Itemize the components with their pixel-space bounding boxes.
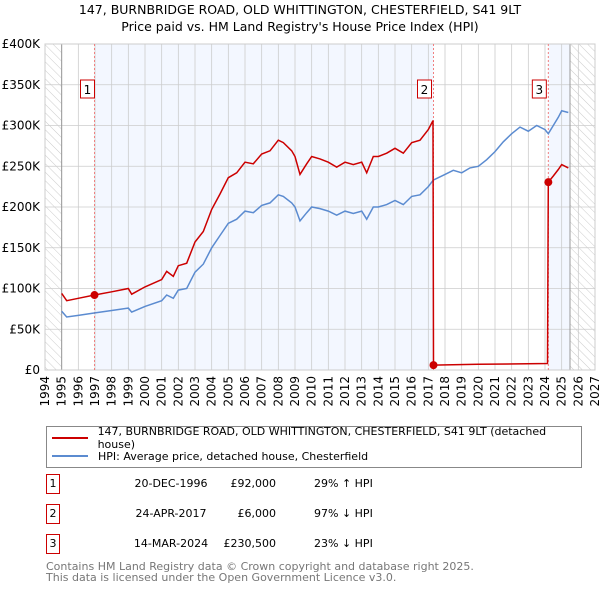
x-tick-label: 1997 <box>88 376 102 407</box>
x-tick-label: 2003 <box>188 376 202 407</box>
x-tick-label: 1998 <box>105 376 119 407</box>
y-tick-label: £400K <box>2 37 42 51</box>
footer-licence: This data is licensed under the Open Gov… <box>46 571 397 584</box>
x-tick-label: 2017 <box>421 376 435 407</box>
sale-price: £6,000 <box>237 507 277 520</box>
legend: 147, BURNBRIDGE ROAD, OLD WHITTINGTON, C… <box>46 425 582 468</box>
legend-item-property: 147, BURNBRIDGE ROAD, OLD WHITTINGTON, C… <box>47 425 581 451</box>
x-tick-label: 2002 <box>171 376 185 407</box>
chart-subtitle: Price paid vs. HM Land Registry's House … <box>121 19 478 34</box>
x-tick-label: 2027 <box>588 376 600 407</box>
sale-label: 1 <box>84 83 92 97</box>
sale-price: £92,000 <box>230 477 277 490</box>
legend-label: HPI: Average price, detached house, Ches… <box>98 449 369 463</box>
x-tick-label: 2022 <box>505 376 519 407</box>
sale-hpi-diff: 23% ↓ HPI <box>314 537 373 550</box>
y-tick-label: £100K <box>2 282 42 296</box>
x-tick-label: 2023 <box>521 376 535 407</box>
sale-price: £230,500 <box>223 537 277 550</box>
x-tick-label: 2005 <box>221 376 235 407</box>
x-tick-label: 2006 <box>238 376 252 407</box>
red-line-swatch <box>52 437 88 439</box>
hpi-line <box>61 109 569 318</box>
x-tick-label: 1996 <box>71 376 85 407</box>
sale-number: 2 <box>46 504 60 524</box>
sale-label: 3 <box>536 83 544 97</box>
x-tick-label: 2021 <box>488 376 502 407</box>
sale-number: 3 <box>46 534 60 554</box>
y-tick-label: £0 <box>25 363 40 377</box>
x-tick-label: 2014 <box>371 376 385 407</box>
sale-label-box <box>531 79 547 99</box>
sale-label-box <box>417 79 432 99</box>
x-tick-label: 2013 <box>355 376 369 407</box>
sale-date: 14-MAR-2024 <box>133 537 209 550</box>
x-tick-label: 2018 <box>438 376 452 407</box>
y-tick-label: £350K <box>2 78 42 92</box>
sale-number: 1 <box>46 474 60 494</box>
y-tick-label: £150K <box>2 241 42 255</box>
x-tick-label: 2019 <box>455 376 469 407</box>
sale-hpi-diff: 29% ↑ HPI <box>314 477 373 490</box>
x-tick-label: 2004 <box>205 376 219 407</box>
x-tick-label: 2012 <box>338 376 352 407</box>
price-chart: 147, BURNBRIDGE ROAD, OLD WHITTINGTON, C… <box>2 2 600 407</box>
x-tick-label: 2009 <box>288 376 302 407</box>
plot-border <box>44 43 596 371</box>
legend-label: 147, BURNBRIDGE ROAD, OLD WHITTINGTON, C… <box>97 425 547 451</box>
footer-copyright: Contains HM Land Registry data © Crown c… <box>46 560 474 573</box>
property-price-line <box>61 120 569 366</box>
sale-point <box>544 178 553 187</box>
sale-hpi-diff: 97% ↓ HPI <box>314 507 373 520</box>
x-tick-label: 2000 <box>138 376 152 407</box>
sale-point <box>429 361 438 370</box>
x-tick-label: 1994 <box>38 376 52 407</box>
sale-date: 20-DEC-1996 <box>134 477 208 490</box>
x-tick-label: 2016 <box>405 376 419 407</box>
x-tick-label: 2001 <box>155 376 169 407</box>
x-tick-label: 2026 <box>571 376 585 407</box>
x-tick-label: 2025 <box>555 376 569 407</box>
y-tick-label: £50K <box>9 322 41 336</box>
x-tick-label: 2024 <box>538 376 552 407</box>
x-tick-label: 1995 <box>55 376 69 407</box>
x-tick-label: 2011 <box>321 376 335 407</box>
sale-label: 2 <box>421 83 429 97</box>
y-tick-label: £300K <box>2 119 42 133</box>
y-tick-label: £250K <box>2 159 42 173</box>
sale-date: 24-APR-2017 <box>135 507 207 520</box>
x-tick-label: 2010 <box>305 376 319 407</box>
chart-title: 147, BURNBRIDGE ROAD, OLD WHITTINGTON, C… <box>79 2 522 17</box>
x-tick-label: 1999 <box>121 376 135 407</box>
x-tick-label: 2015 <box>388 376 402 407</box>
x-tick-label: 2020 <box>471 376 485 407</box>
sale-label-box <box>80 79 95 99</box>
blue-line-swatch <box>52 455 88 457</box>
legend-item-hpi: HPI: Average price, detached house, Ches… <box>47 448 368 464</box>
x-tick-label: 2007 <box>255 376 269 407</box>
sale-point <box>90 291 99 300</box>
y-tick-label: £200K <box>2 200 42 214</box>
x-tick-label: 2008 <box>271 376 285 407</box>
